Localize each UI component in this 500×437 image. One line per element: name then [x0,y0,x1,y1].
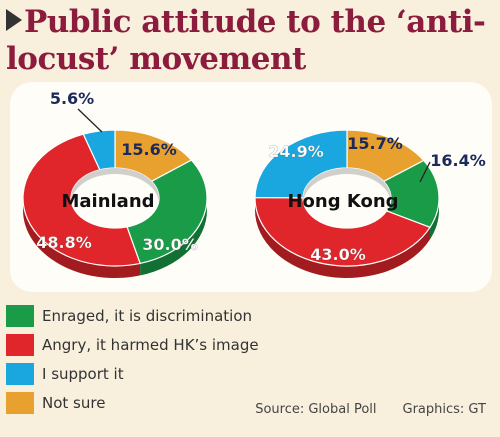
slice-label-mainland-not-sure: 15.6% [121,140,177,159]
donut-hong-kong: 16.4% 43.0% 24.9% 15.7% Hong Kong [254,129,486,278]
donut-mainland: 30.0% 48.8% 5.6% 15.6% Mainland [22,89,208,278]
hole-shadow-mainland [71,168,159,204]
legend-item-support: I support it [6,359,259,388]
chart-panel: 30.0% 48.8% 5.6% 15.6% Mainland 16.4% 43.0% 24.… [10,82,492,292]
slice-label-hong-kong-enraged: 16.4% [430,151,486,170]
chart-title: Public attitude to the ‘anti-locust’ mov… [6,4,496,78]
slice-label-hong-kong-angry: 43.0% [310,245,366,264]
legend-swatch-enraged [6,304,34,327]
legend-item-enraged: Enraged, it is discrimination [6,301,259,330]
slice-label-mainland-angry: 48.8% [36,233,92,252]
center-label-hong-kong: Hong Kong [287,191,398,212]
side-mainland-angry [23,198,141,278]
legend-swatch-not-sure [6,391,34,414]
side-hong-kong-angry [255,198,430,278]
legend: Enraged, it is discrimination Angry, it … [6,301,259,417]
leader-line-mainland [77,108,103,133]
triangle-arrow-icon [6,9,22,31]
legend-item-angry: Angry, it harmed HK’s image [6,330,259,359]
side-mainland-enraged [140,198,208,276]
slice-mainland-support [82,129,116,171]
slice-label-mainland-enraged: 30.0% [142,235,198,254]
side-hong-kong-enraged [429,198,439,240]
slice-hong-kong-angry [254,196,431,267]
donut-charts: 30.0% 48.8% 5.6% 15.6% Mainland 16.4% 43.0% 24.… [22,89,486,278]
slice-label-hong-kong-not-sure: 15.7% [347,134,403,153]
slice-mainland-enraged [126,159,208,265]
chart-title-text: Public attitude to the ‘anti-locust’ mov… [6,4,486,77]
slice-label-hong-kong-support: 24.9% [268,142,324,161]
legend-label-support: I support it [42,364,124,383]
legend-item-not-sure: Not sure [6,388,259,417]
graphics-credit: Graphics: GT [402,402,486,417]
hole-shadow-hong-kong [303,168,391,204]
legend-label-enraged: Enraged, it is discrimination [42,306,253,325]
legend-label-angry: Angry, it harmed HK’s image [42,335,259,354]
source-credit: Source: Global Poll [255,402,377,417]
leader-line-hong-kong [419,161,431,183]
slice-mainland-angry [22,133,141,267]
slice-hong-kong-support [254,129,348,199]
center-label-mainland: Mainland [61,191,154,212]
slice-label-mainland-support: 5.6% [50,89,94,108]
footer: Source: Global Poll Graphics: GT [255,402,486,417]
legend-label-not-sure: Not sure [42,393,106,412]
legend-swatch-angry [6,333,34,356]
legend-swatch-support [6,362,34,385]
